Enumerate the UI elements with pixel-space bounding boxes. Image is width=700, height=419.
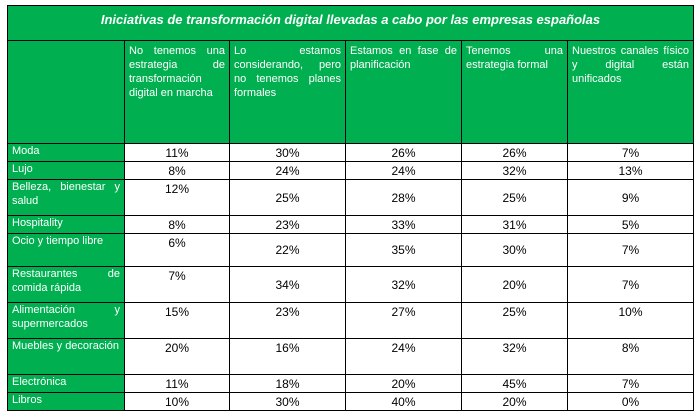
table-row: Hospitality 8% 23% 33% 31% 5% bbox=[7, 215, 695, 234]
value-cell: 6% bbox=[124, 233, 230, 267]
table-row: Moda 11% 30% 26% 26% 7% bbox=[7, 143, 695, 162]
row-label: Belleza, bienestar y salud bbox=[7, 179, 125, 216]
value-cell: 13% bbox=[566, 161, 695, 180]
value-cell: 45% bbox=[461, 374, 568, 393]
value-cell: 7% bbox=[566, 266, 695, 303]
row-label: Hospitality bbox=[7, 215, 125, 234]
value-cell: 27% bbox=[345, 302, 462, 339]
column-header: Lo estamos considerando, pero no tenemos… bbox=[229, 40, 346, 144]
value-cell: 30% bbox=[461, 233, 568, 267]
value-cell: 12% bbox=[124, 179, 230, 216]
row-label: Lujo bbox=[7, 161, 125, 180]
value-cell: 32% bbox=[461, 338, 568, 375]
value-cell: 10% bbox=[124, 392, 230, 411]
table-row: Lujo 8% 24% 24% 32% 13% bbox=[7, 161, 695, 180]
value-cell: 31% bbox=[461, 215, 568, 234]
table-row: Ocio y tiempo libre 6% 22% 35% 30% 7% bbox=[7, 233, 695, 267]
column-header: No tenemos una estrategia de transformac… bbox=[124, 40, 230, 144]
value-cell: 5% bbox=[566, 215, 695, 234]
data-table: Iniciativas de transformación digital ll… bbox=[6, 5, 695, 411]
value-cell: 8% bbox=[124, 215, 230, 234]
value-cell: 7% bbox=[124, 266, 230, 303]
header-corner bbox=[7, 40, 125, 144]
table-row: Muebles y decoración 20% 16% 24% 32% 8% bbox=[7, 338, 695, 375]
column-header: Estamos en fase de planificación bbox=[345, 40, 462, 144]
row-label: Ocio y tiempo libre bbox=[7, 233, 125, 267]
value-cell: 32% bbox=[345, 266, 462, 303]
row-label: Restaurantes de comida rápida bbox=[7, 266, 125, 303]
value-cell: 20% bbox=[345, 374, 462, 393]
value-cell: 24% bbox=[229, 161, 346, 180]
value-cell: 28% bbox=[345, 179, 462, 216]
value-cell: 0% bbox=[566, 392, 695, 411]
value-cell: 7% bbox=[566, 233, 695, 267]
value-cell: 20% bbox=[124, 338, 230, 375]
value-cell: 20% bbox=[461, 266, 568, 303]
value-cell: 30% bbox=[229, 143, 346, 162]
value-cell: 11% bbox=[124, 374, 230, 393]
value-cell: 20% bbox=[461, 392, 568, 411]
value-cell: 22% bbox=[229, 233, 346, 267]
value-cell: 24% bbox=[345, 161, 462, 180]
table-row: Restaurantes de comida rápida 7% 34% 32% 20%… bbox=[7, 266, 695, 303]
value-cell: 8% bbox=[566, 338, 695, 375]
value-cell: 23% bbox=[229, 302, 346, 339]
value-cell: 40% bbox=[345, 392, 462, 411]
value-cell: 25% bbox=[229, 179, 346, 216]
value-cell: 25% bbox=[461, 302, 568, 339]
row-label: Electrónica bbox=[7, 374, 125, 393]
value-cell: 9% bbox=[566, 179, 695, 216]
value-cell: 33% bbox=[345, 215, 462, 234]
value-cell: 7% bbox=[566, 374, 695, 393]
row-label: Alimentación y supermercados bbox=[7, 302, 125, 339]
value-cell: 8% bbox=[124, 161, 230, 180]
column-header: Tenemos una estrategia formal bbox=[461, 40, 568, 144]
table-row: Belleza, bienestar y salud 12% 25% 28% 25% 9% bbox=[7, 179, 695, 216]
title-row: Iniciativas de transformación digital ll… bbox=[6, 5, 695, 41]
value-cell: 26% bbox=[461, 143, 568, 162]
value-cell: 26% bbox=[345, 143, 462, 162]
table-row: Electrónica 11% 18% 20% 45% 7% bbox=[7, 374, 695, 393]
value-cell: 11% bbox=[124, 143, 230, 162]
value-cell: 30% bbox=[229, 392, 346, 411]
row-label: Moda bbox=[7, 143, 125, 162]
value-cell: 10% bbox=[566, 302, 695, 339]
value-cell: 32% bbox=[461, 161, 568, 180]
table-row: Libros 10% 30% 40% 20% 0% bbox=[7, 392, 695, 411]
value-cell: 15% bbox=[124, 302, 230, 339]
table-row: Alimentación y supermercados 15% 23% 27% 25%… bbox=[7, 302, 695, 339]
value-cell: 18% bbox=[229, 374, 346, 393]
value-cell: 35% bbox=[345, 233, 462, 267]
header-row: No tenemos una estrategia de transformac… bbox=[7, 40, 695, 144]
row-label: Muebles y decoración bbox=[7, 338, 125, 375]
value-cell: 34% bbox=[229, 266, 346, 303]
row-label: Libros bbox=[7, 392, 125, 411]
value-cell: 16% bbox=[229, 338, 346, 375]
value-cell: 7% bbox=[566, 143, 695, 162]
value-cell: 25% bbox=[461, 179, 568, 216]
table-container: Iniciativas de transformación digital ll… bbox=[6, 5, 695, 411]
value-cell: 23% bbox=[229, 215, 346, 234]
column-header: Nuestros canales físico y digital están … bbox=[566, 40, 695, 144]
table-title: Iniciativas de transformación digital ll… bbox=[6, 5, 695, 41]
value-cell: 24% bbox=[345, 338, 462, 375]
